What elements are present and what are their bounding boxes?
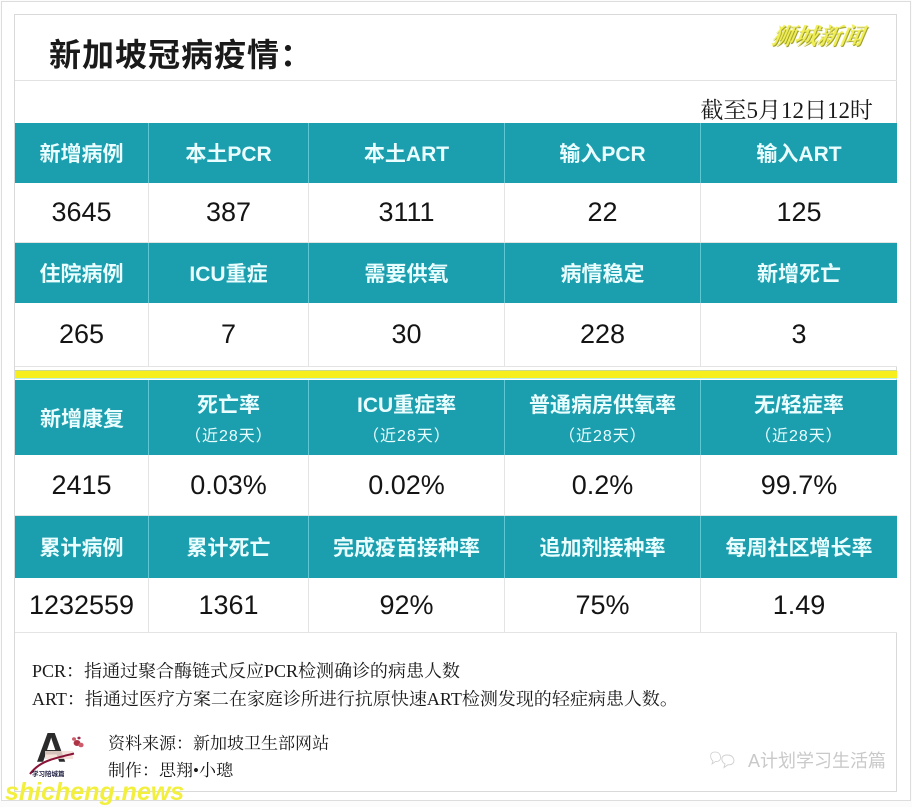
svg-text:学习陪城篇: 学习陪城篇	[32, 769, 65, 778]
